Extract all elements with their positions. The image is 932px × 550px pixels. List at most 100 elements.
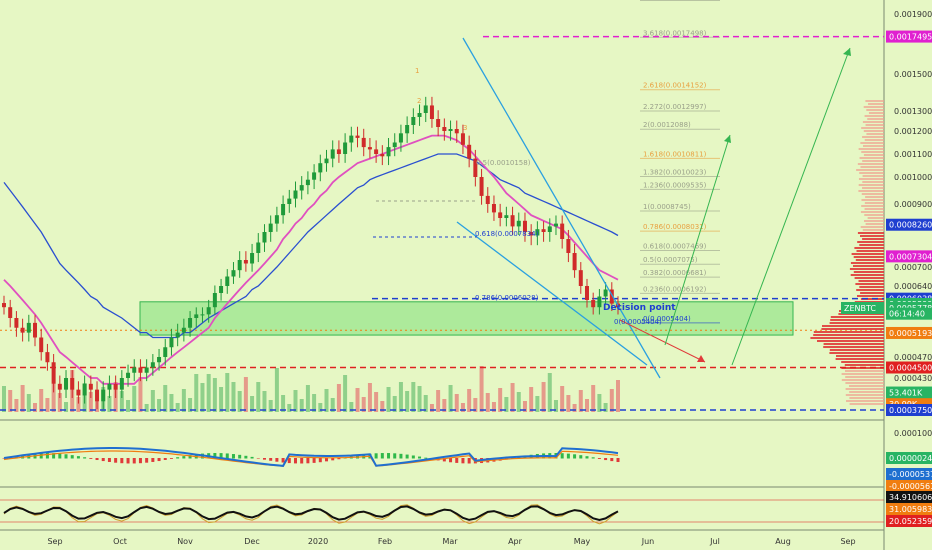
volume-profile-bar (829, 322, 884, 324)
time-tick-label: Aug (775, 537, 791, 546)
candle-body (132, 367, 137, 373)
volume-bar (14, 399, 19, 412)
volume-bar (26, 394, 31, 412)
candle-body (367, 147, 372, 150)
macd-histogram-bar (138, 458, 142, 464)
volume-profile-bar (860, 226, 884, 228)
candle-body (212, 293, 217, 308)
trend-drawings (373, 37, 851, 379)
volume-profile-bar (849, 385, 884, 387)
annotation-label: 0.5(0.0010158) (476, 159, 531, 167)
candle-body (566, 239, 571, 253)
arrowhead (843, 48, 851, 56)
volume-profile-bar (853, 271, 884, 273)
candle-body (293, 190, 298, 199)
candle-body (510, 215, 515, 227)
macd-badge: -0.0000537 (886, 468, 932, 480)
volume-bar (473, 398, 478, 412)
volume-bar (417, 386, 422, 412)
candle-body (14, 318, 19, 328)
macd-histogram-bar (293, 458, 297, 464)
candle-body (417, 113, 422, 117)
macd-histogram-bar (560, 453, 564, 459)
fib-level-label: 3.618(0.0017498) (643, 29, 707, 37)
volume-profile-bar (868, 112, 884, 114)
volume-profile-bar (867, 217, 884, 219)
price-badge-text: 0.0003750 (889, 406, 932, 415)
macd-histogram-bar (163, 458, 167, 460)
candle-body (572, 253, 577, 271)
price-badge-bg (886, 326, 932, 339)
volume-bar (256, 382, 261, 412)
volume-bar (107, 396, 112, 412)
volume-bar (8, 390, 13, 412)
macd-badge: -0.0000561 (886, 480, 932, 492)
candle-body (504, 215, 509, 218)
volume-profile-bar (845, 382, 884, 384)
bearish-projection-arrow[interactable] (619, 319, 706, 363)
macd-histogram-bar (39, 453, 43, 459)
price-badge-bg (886, 307, 932, 320)
candle-body (535, 229, 540, 236)
candle-body (312, 172, 317, 180)
volume-bar (206, 374, 211, 412)
candle-body (330, 149, 335, 159)
demand-zone (0, 301, 884, 336)
macd-histogram-bar (70, 455, 74, 459)
volume-bar (392, 396, 397, 412)
volume-profile-bar (823, 346, 884, 348)
volume-profile-bar (810, 337, 884, 339)
macd-histogram-bar (573, 454, 577, 459)
volume-profile-bar (861, 127, 884, 129)
volume-bar (169, 394, 174, 412)
volume-profile-bar (862, 229, 884, 231)
candle-body (442, 127, 447, 131)
macd-histogram-bar (176, 457, 180, 459)
macd-histogram-bar (337, 458, 341, 460)
volume-profile-bar (859, 157, 884, 159)
candle-body (355, 135, 360, 138)
fib-level-label: 0.786(0.0008031) (643, 223, 707, 231)
volume-bar (324, 389, 329, 412)
price-badge-bg (886, 218, 932, 231)
volume-bar (212, 378, 217, 412)
wedge-upper-line[interactable] (462, 37, 661, 379)
volume-profile-bar (858, 148, 884, 150)
candle-body (33, 322, 38, 338)
volume-bar (200, 383, 205, 412)
macd-badge-bg (886, 480, 932, 492)
macd-histogram-bar (45, 453, 49, 459)
macd-histogram-bar (461, 458, 465, 464)
volume-profile-bar (861, 205, 884, 207)
candle-body (349, 135, 354, 143)
bullish-projection-arrow-2[interactable] (731, 47, 851, 366)
time-tick-label: Sep (47, 537, 62, 546)
time-tick-label: Dec (244, 537, 259, 546)
volume-profile-bar (862, 238, 884, 240)
macd-histogram-bar (256, 458, 260, 459)
volume-bar (268, 400, 273, 412)
candle-body (473, 158, 478, 177)
volume-profile-bar (845, 388, 884, 390)
wedge-lower-line[interactable] (456, 221, 648, 366)
volume-profile-bar (858, 190, 884, 192)
volume-bar (584, 399, 589, 412)
ma-pink-line (3, 134, 619, 385)
annotation-label: 0.618(0.0007834) (475, 230, 539, 238)
volume-profile-bar (854, 277, 884, 279)
macd-histogram-bar (269, 458, 273, 461)
volume-bar (349, 402, 354, 412)
oscillator-badge-text: 31.0059833 (889, 505, 932, 514)
price-badge-text: 53.401K (889, 389, 923, 398)
volume-profile-bar (865, 196, 884, 198)
volume-profile-bar (813, 334, 884, 336)
volume-bar (39, 389, 44, 412)
arrowhead (724, 135, 731, 143)
arrowhead (697, 355, 705, 362)
macd-histogram-bar (126, 458, 130, 464)
bullish-projection-arrow-1[interactable] (664, 134, 731, 346)
volume-profile-bar (835, 358, 884, 360)
